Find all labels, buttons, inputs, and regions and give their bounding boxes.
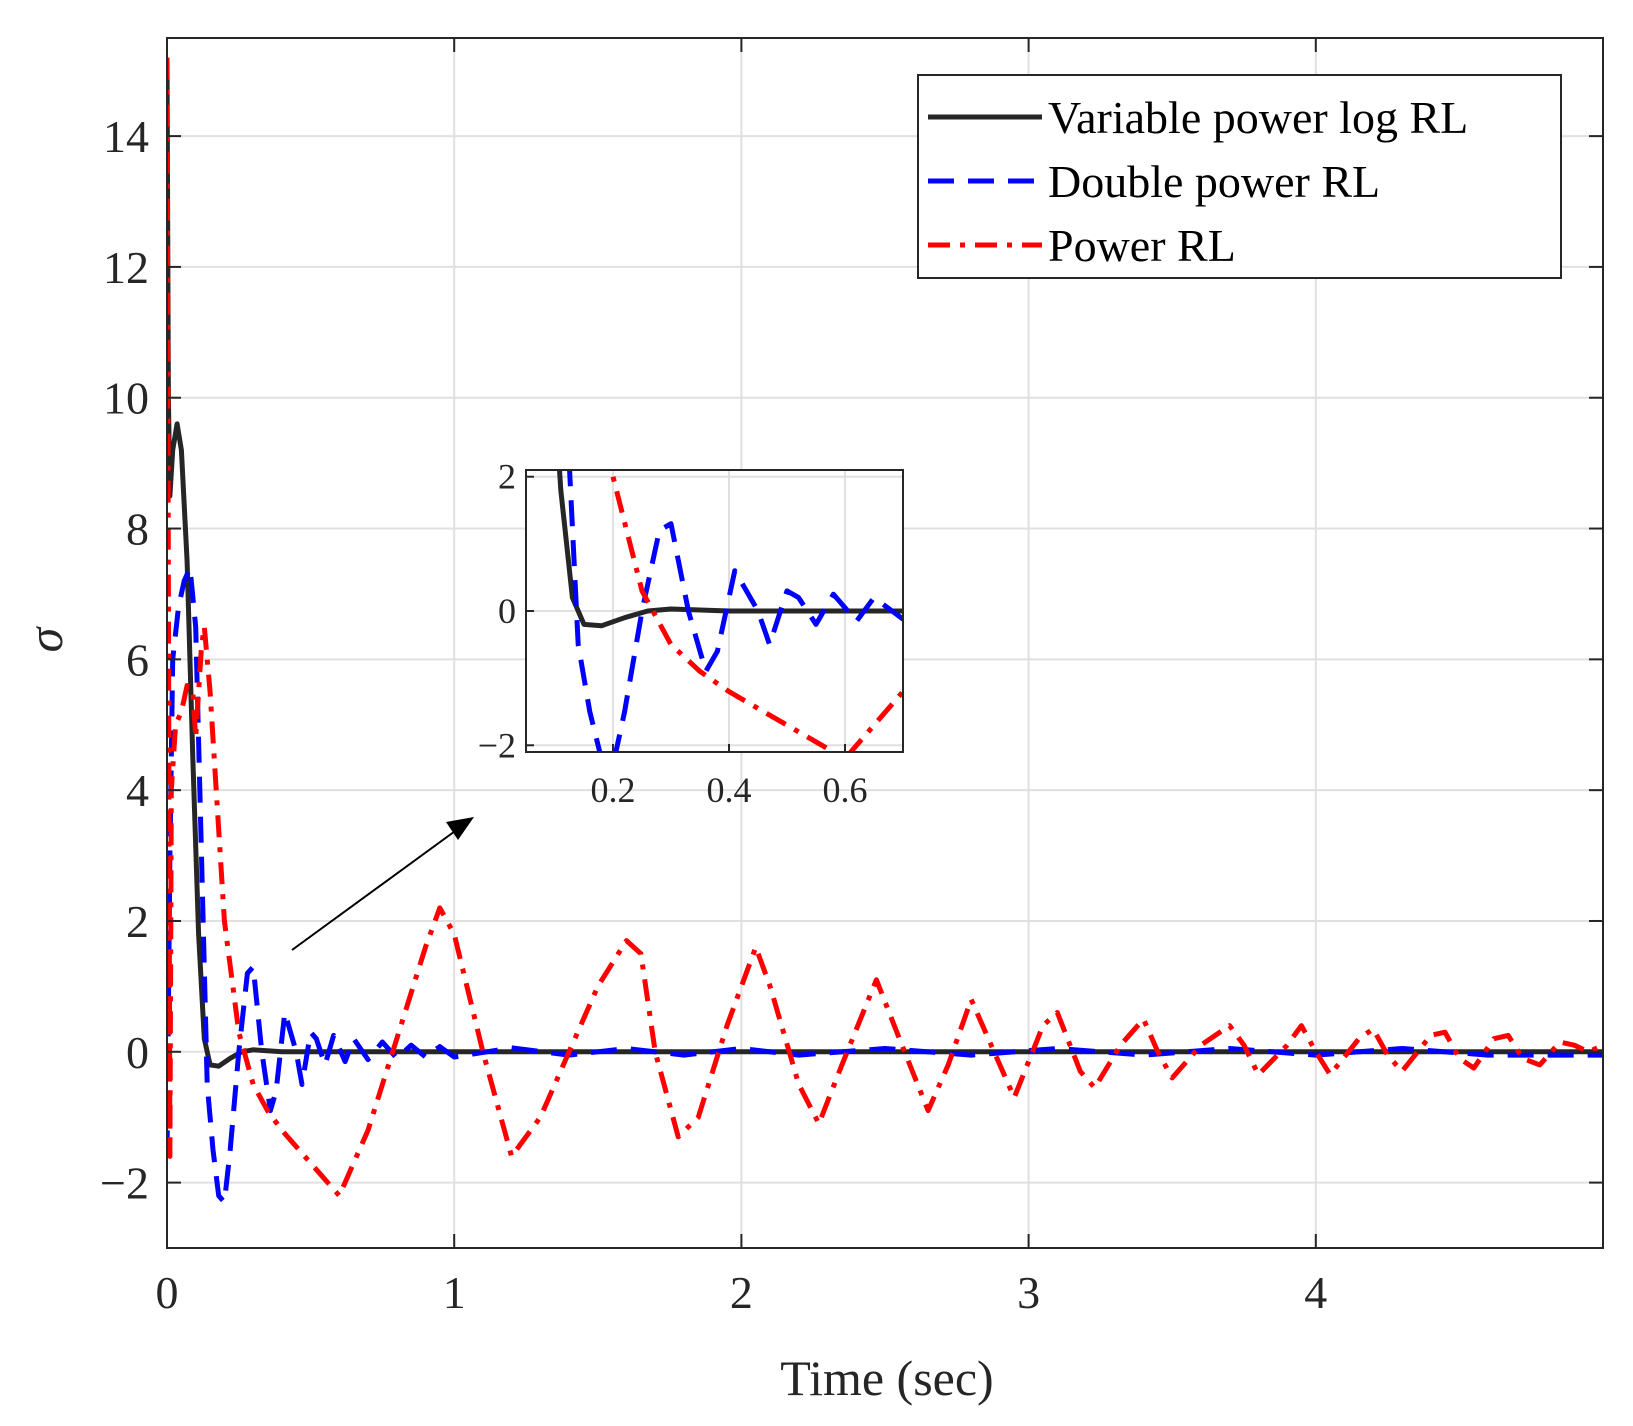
inset-series-line-1 — [557, 470, 903, 629]
y-tick-label: 2 — [126, 896, 149, 947]
y-axis-label: σ — [17, 625, 73, 652]
inset-x-tick-label: 0.4 — [707, 770, 752, 810]
y-tick-label: 6 — [126, 634, 149, 685]
x-tick-label: 4 — [1304, 1267, 1327, 1318]
y-tick-label: 4 — [126, 765, 149, 816]
x-tick-label: 1 — [443, 1267, 466, 1318]
inset-tick-labels: 0.2 0.4 0.6 −2 0 2 — [478, 457, 868, 810]
inset-x-tick-label: 0.2 — [591, 770, 636, 810]
inset-ticks — [526, 475, 846, 752]
inset-y-tick-label: −2 — [478, 725, 516, 765]
inset-y-tick-label: 2 — [498, 457, 516, 497]
y-tick-label: 0 — [126, 1027, 149, 1078]
series-line-3 — [167, 57, 1603, 1199]
main-ticks — [166, 38, 1603, 1248]
zoom-arrow — [291, 817, 474, 951]
legend-label-2: Double power RL — [1048, 156, 1380, 207]
x-axis-label: Time (sec) — [780, 1350, 993, 1406]
inset-y-tick-label: 0 — [498, 591, 516, 631]
y-tick-label: 8 — [126, 504, 149, 555]
main-series — [167, 57, 1603, 1205]
y-tick-label: 10 — [103, 373, 149, 424]
y-tick-label: 12 — [103, 242, 149, 293]
legend: Variable power log RL Double power RL Powe… — [917, 74, 1562, 279]
inset-x-tick-label: 0.6 — [823, 770, 868, 810]
series-line-2 — [167, 565, 1603, 1205]
x-tick-label: 2 — [730, 1267, 753, 1318]
x-tick-label: 3 — [1017, 1267, 1040, 1318]
inset-series-line-3 — [609, 470, 903, 752]
main-axes-frame — [166, 37, 1604, 1249]
y-tick-label: −2 — [100, 1158, 149, 1209]
legend-label-3: Power RL — [1048, 220, 1236, 271]
inset-series — [557, 470, 903, 752]
y-tick-label: 14 — [103, 111, 149, 162]
x-tick-label: 0 — [156, 1267, 179, 1318]
legend-label-1: Variable power log RL — [1048, 92, 1468, 143]
